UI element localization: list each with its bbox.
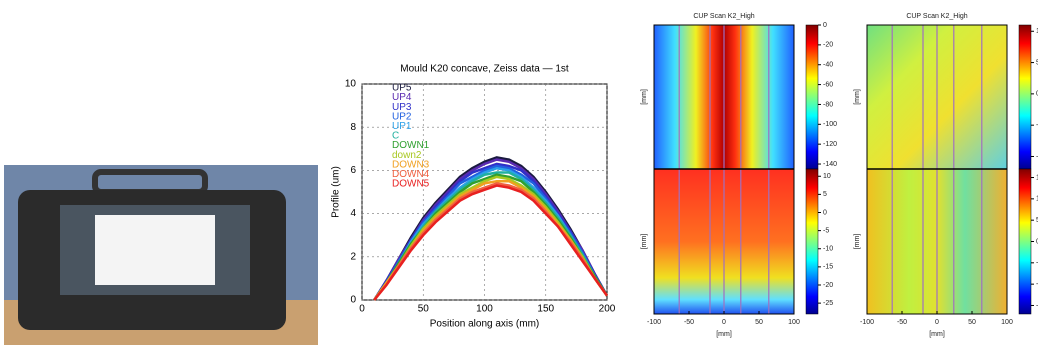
colorbar: [1018, 168, 1032, 315]
y-tick-label: 8: [350, 122, 356, 133]
x-tick-label: 150: [537, 304, 554, 315]
y-tick-label: 2: [350, 251, 356, 262]
legend-label: UP4: [392, 92, 412, 103]
chart-title: CUP Scan K2_High: [693, 13, 754, 20]
colorbar-tick-label: 5: [1036, 217, 1038, 224]
legend-label: DOWN5: [392, 179, 430, 190]
colorbar-tick-label: -5: [1036, 260, 1038, 267]
x-tick-label: -100: [647, 319, 661, 326]
x-axis-label: [mm]: [716, 331, 732, 338]
x-tick-label: -50: [684, 319, 694, 326]
legend-label: C: [392, 131, 399, 142]
x-tick-label: 50: [755, 319, 763, 326]
colorbar-tick-label: -120: [823, 141, 837, 148]
legend-label: down2: [392, 150, 422, 161]
x-tick-label: 100: [788, 319, 800, 326]
colorbar-tick-label: -25: [823, 300, 833, 307]
legend-label: DOWN4: [392, 169, 430, 180]
colorbar-tick-label: -10: [823, 246, 833, 253]
data-line: [373, 184, 609, 301]
colorbar-tick-label: -20: [823, 42, 833, 49]
colorbar-tick-label: 10: [823, 173, 831, 180]
legend-label: DOWN1: [392, 140, 430, 151]
x-tick-label: 100: [1001, 319, 1013, 326]
x-tick-label: 50: [418, 304, 430, 315]
x-tick-label: -50: [897, 319, 907, 326]
colorbar-tick-label: -140: [823, 161, 837, 168]
legend-label: UP1: [392, 121, 412, 132]
colorbar-tick-label: -5: [1036, 122, 1038, 129]
colorbar-tick-label: -20: [823, 282, 833, 289]
x-axis-label: [mm]: [929, 331, 945, 338]
line-chart: 0 50 100 150 200 0 2 4 6 8 10 UP5UP4UP3UP2UP1CDOWN1…: [331, 64, 616, 330]
colorbar: [1018, 24, 1032, 170]
x-axis-label: Position along axis (mm): [430, 319, 539, 330]
colorbar-tick-label: -80: [823, 101, 833, 108]
x-tick-label: 50: [968, 319, 976, 326]
y-tick-label: 0: [350, 295, 356, 306]
colorbar-tick-label: 10: [1036, 28, 1038, 35]
x-tick-label: 0: [359, 304, 365, 315]
y-axis-label: [mm]: [641, 234, 648, 250]
x-tick-label: 100: [476, 304, 493, 315]
colorbar-tick-label: -100: [823, 121, 837, 128]
legend-label: UP5: [392, 83, 412, 94]
x-tick-label: 0: [935, 319, 939, 326]
x-tick-label: 200: [599, 304, 616, 315]
colorbar: [805, 168, 819, 315]
colorbar-tick-label: 5: [1036, 59, 1038, 66]
colorbar-tick-label: -40: [823, 62, 833, 69]
chart-title: CUP Scan K2_High: [906, 13, 967, 20]
x-tick-label: 0: [722, 319, 726, 326]
chart-title: Mould K20 concave, Zeiss data — 1st: [400, 64, 569, 75]
legend-label: UP3: [392, 102, 412, 113]
y-tick-label: 6: [350, 165, 356, 176]
colorbar-tick-label: 10: [1036, 196, 1038, 203]
photo: [4, 165, 318, 345]
heatmap-panel: CUP Scan K2_High-100 -50 0 50 100[mm][mm]0-2…: [641, 13, 837, 338]
x-tick-label: -100: [860, 319, 874, 326]
colorbar: [805, 24, 819, 170]
colorbar-tick-label: -10: [1036, 281, 1038, 288]
heatmap-panel: CUP Scan K2_High-100-50050100[mm][mm]105…: [854, 13, 1038, 338]
y-tick-label: 10: [345, 79, 357, 90]
colorbar-tick-label: 15: [1036, 174, 1038, 181]
colorbar-tick-label: 0: [1036, 238, 1038, 245]
colorbar-tick-label: -15: [1036, 302, 1038, 309]
colorbar-tick-label: -15: [823, 264, 833, 271]
y-axis-label: [mm]: [854, 234, 861, 250]
y-tick-label: 4: [350, 208, 356, 219]
colorbar-tick-label: -60: [823, 81, 833, 88]
y-axis-label: Profile (um): [331, 166, 342, 218]
colorbar-tick-label: 5: [823, 191, 827, 198]
colorbar-tick-label: -5: [823, 227, 829, 234]
y-axis-label: [mm]: [854, 89, 861, 105]
colorbar-tick-label: -10: [1036, 153, 1038, 160]
colorbar-tick-label: 0: [1036, 91, 1038, 98]
legend-label: UP2: [392, 111, 412, 122]
y-axis-label: [mm]: [641, 89, 648, 105]
colorbar-tick-label: 0: [823, 209, 827, 216]
colorbar-tick-label: 0: [823, 22, 827, 29]
legend-label: DOWN3: [392, 159, 430, 170]
